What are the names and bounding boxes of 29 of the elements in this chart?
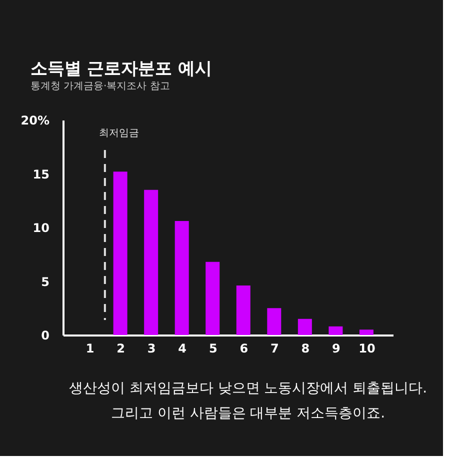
x-tick-label: 6	[240, 342, 248, 356]
x-tick-label: 8	[301, 342, 310, 356]
bar	[206, 262, 220, 335]
y-tick-label: 20%	[20, 114, 50, 128]
x-tick-label: 1	[86, 342, 94, 356]
x-tick-label: 10	[358, 342, 376, 356]
ref-line-label: 최저임금	[98, 128, 139, 139]
bar	[298, 318, 312, 335]
x-tick-label: 4	[178, 342, 187, 356]
y-tick-label: 5	[41, 274, 50, 289]
text: 생산성이 최저임금보다 낮으면 노동시장에서 퇴출됩니다.	[68, 380, 428, 396]
x-tick-label: 2	[116, 342, 125, 356]
bar	[144, 190, 158, 335]
chart-title: 소득별 근로자분포 예시	[30, 59, 212, 79]
text: 그리고 이런 사람들은 대부분 저소득층이죠.	[110, 406, 386, 422]
x-tick-label: 9	[332, 342, 340, 356]
bar	[236, 286, 250, 335]
y-tick-label: 15	[32, 167, 50, 182]
x-tick-label: 7	[270, 342, 279, 356]
chart-subtitle: 통계청 가계금융·복지조사 참고	[30, 81, 170, 92]
x-tick-label: 5	[208, 342, 218, 356]
bar	[113, 172, 128, 335]
bar	[328, 326, 343, 335]
bar	[267, 308, 282, 335]
bar	[359, 330, 374, 335]
y-tick-label: 10	[32, 221, 50, 235]
x-tick-label: 3	[147, 342, 156, 356]
bar	[174, 221, 189, 335]
y-tick-label: 0	[41, 328, 50, 342]
